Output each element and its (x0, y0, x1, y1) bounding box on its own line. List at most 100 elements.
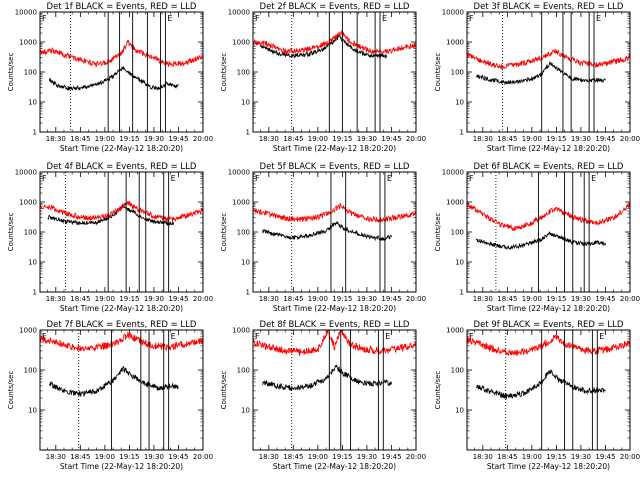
x-tick-label: 18:45 (283, 135, 303, 143)
x-tick-label: 19:45 (381, 135, 401, 143)
plot-frame (39, 11, 204, 133)
events-series-line (48, 365, 179, 398)
y-axis-label: Counts/sec (7, 371, 15, 410)
plot-frame (466, 171, 631, 293)
x-tick-label: 19:45 (168, 135, 188, 143)
x-tick-label: 19:00 (522, 453, 542, 461)
x-tick-label: 20:00 (193, 295, 213, 303)
x-axis-label: Start Time (22-May-12 18:20:20) (273, 304, 396, 313)
events-series-line (475, 60, 606, 86)
lld-series-line (253, 30, 416, 55)
flag-label: E (385, 332, 390, 341)
y-tick-label: 1000 (19, 327, 37, 335)
y-tick-label: 100 (24, 69, 37, 77)
chart-panel: Det 6f BLACK = Events, RED = LLD Counts/s… (434, 162, 640, 313)
chart-title: Det 1f BLACK = Events, RED = LLD (47, 2, 197, 12)
x-tick-label: 18:30 (46, 295, 66, 303)
plot-frame (39, 171, 204, 293)
events-series-line (475, 369, 606, 400)
plot-frame (466, 329, 631, 451)
x-tick-label: 19:45 (595, 135, 615, 143)
chart-title: Det 8f BLACK = Events, RED = LLD (260, 320, 410, 330)
y-tick-label: 1 (246, 129, 250, 137)
chart-panel: Det 8f BLACK = Events, RED = LLD Counts/s… (220, 320, 426, 471)
x-tick-label: 19:00 (95, 295, 115, 303)
y-tick-label: 1000 (232, 327, 250, 335)
y-tick-label: 1000 (446, 327, 464, 335)
x-tick-label: 18:30 (259, 295, 279, 303)
x-tick-label: 19:00 (308, 135, 328, 143)
x-axis-label: Start Time (22-May-12 18:20:20) (487, 462, 610, 471)
y-tick-label: 10 (28, 259, 37, 267)
flag-label: E (591, 174, 596, 183)
x-tick-label: 18:45 (497, 295, 517, 303)
lld-series-line (40, 39, 203, 68)
x-tick-label: 20:00 (406, 135, 426, 143)
y-tick-label: 100 (451, 367, 464, 375)
x-axis-label: Start Time (22-May-12 18:20:20) (60, 144, 183, 153)
x-tick-label: 19:15 (332, 295, 352, 303)
x-tick-label: 19:15 (119, 453, 139, 461)
flag-label: E (167, 14, 172, 23)
x-tick-label: 19:00 (522, 135, 542, 143)
flag-label: F (469, 174, 474, 183)
lld-series-line (40, 200, 203, 223)
events-series-line (48, 66, 179, 91)
x-tick-label: 19:45 (168, 295, 188, 303)
flag-label: F (42, 174, 47, 183)
x-tick-label: 19:45 (595, 295, 615, 303)
y-tick-label: 1 (460, 129, 464, 137)
x-tick-label: 20:00 (193, 135, 213, 143)
y-tick-label: 10000 (442, 9, 464, 17)
y-axis-label: Counts/sec (434, 213, 442, 252)
y-tick-label: 10000 (15, 169, 37, 177)
x-tick-label: 18:30 (259, 453, 279, 461)
x-tick-label: 18:45 (70, 453, 90, 461)
x-tick-label: 18:45 (497, 453, 517, 461)
y-tick-label: 10 (455, 259, 464, 267)
x-tick-label: 19:15 (332, 453, 352, 461)
x-tick-label: 19:00 (95, 135, 115, 143)
chart-title: Det 4f BLACK = Events, RED = LLD (47, 162, 197, 172)
y-tick-label: 100 (451, 69, 464, 77)
flag-label: F (255, 174, 260, 183)
x-tick-label: 18:45 (283, 295, 303, 303)
x-axis-label: Start Time (22-May-12 18:20:20) (60, 304, 183, 313)
x-tick-label: 19:45 (381, 453, 401, 461)
x-tick-label: 18:30 (473, 453, 493, 461)
x-tick-label: 19:15 (546, 453, 566, 461)
events-series-line (47, 204, 174, 226)
chart-title: Det 9f BLACK = Events, RED = LLD (474, 320, 624, 330)
y-tick-label: 100 (237, 229, 250, 237)
flag-label: F (42, 14, 47, 23)
lld-series-line (253, 330, 416, 357)
lld-series-line (467, 48, 630, 70)
lld-series-line (467, 201, 630, 232)
x-tick-label: 19:30 (357, 453, 377, 461)
x-tick-label: 19:45 (381, 295, 401, 303)
x-tick-label: 19:15 (546, 295, 566, 303)
chart-title: Det 5f BLACK = Events, RED = LLD (260, 162, 410, 172)
events-series-line (260, 34, 387, 59)
y-tick-label: 10000 (15, 9, 37, 17)
chart-panel: Det 9f BLACK = Events, RED = LLD Counts/s… (434, 320, 640, 471)
y-tick-label: 10000 (442, 169, 464, 177)
y-tick-label: 1000 (232, 199, 250, 207)
x-axis-label: Start Time (22-May-12 18:20:20) (487, 304, 610, 313)
y-tick-label: 1 (33, 289, 37, 297)
x-tick-label: 18:45 (497, 135, 517, 143)
y-tick-label: 100 (237, 367, 250, 375)
y-tick-label: 1000 (446, 199, 464, 207)
x-axis-label: Start Time (22-May-12 18:20:20) (273, 144, 396, 153)
lld-series-line (253, 202, 416, 223)
x-tick-label: 19:30 (357, 295, 377, 303)
y-tick-label: 10 (455, 407, 464, 415)
x-tick-label: 19:00 (308, 453, 328, 461)
flag-label: F (469, 332, 474, 341)
x-tick-label: 19:30 (144, 295, 164, 303)
y-tick-label: 1000 (19, 199, 37, 207)
flag-label: E (382, 14, 387, 23)
chart-title: Det 6f BLACK = Events, RED = LLD (474, 162, 624, 172)
x-tick-label: 19:30 (571, 453, 591, 461)
